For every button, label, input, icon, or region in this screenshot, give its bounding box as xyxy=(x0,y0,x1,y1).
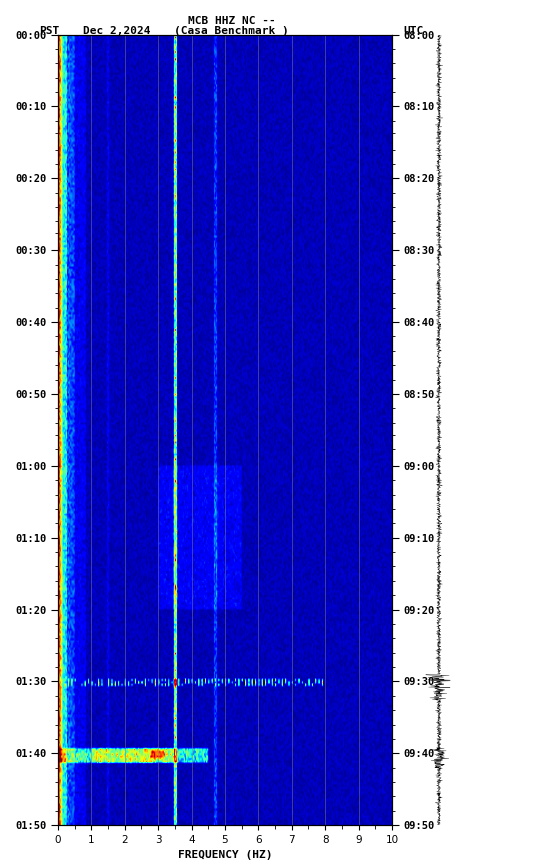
Text: Dec 2,2024: Dec 2,2024 xyxy=(83,26,150,36)
X-axis label: FREQUENCY (HZ): FREQUENCY (HZ) xyxy=(178,850,272,861)
Text: PST: PST xyxy=(39,26,59,36)
Text: (Casa Benchmark ): (Casa Benchmark ) xyxy=(174,26,289,36)
Text: MCB HHZ NC --: MCB HHZ NC -- xyxy=(188,16,275,26)
Text: UTC: UTC xyxy=(403,26,423,36)
